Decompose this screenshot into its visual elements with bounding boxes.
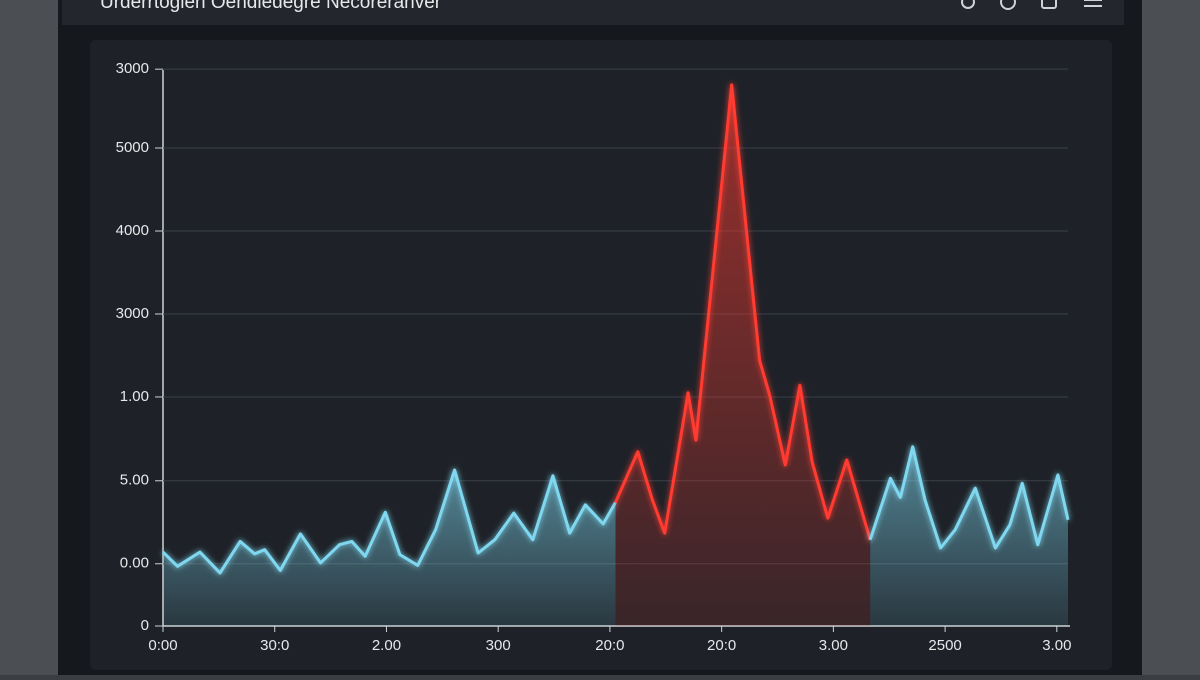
x-tick-label: 30:0 <box>260 637 289 654</box>
line <box>161 468 617 575</box>
x-tick-label: 2500 <box>928 637 961 654</box>
x-tick-label: 20:0 <box>707 637 736 654</box>
x-tick-label: 0:00 <box>148 637 177 654</box>
y-tick-label: 1.00 <box>120 388 149 405</box>
y-tick-label: 0.00 <box>120 555 149 572</box>
x-tick-label: 300 <box>486 637 511 654</box>
x-tick-label: 3.00 <box>1042 637 1071 654</box>
area <box>870 446 1068 626</box>
y-tick-label: 5000 <box>116 139 149 156</box>
y-tick-label: 4000 <box>116 222 149 239</box>
line <box>868 445 1070 550</box>
y-tick-label: 5.00 <box>120 472 149 489</box>
y-tick-label: 3000 <box>116 60 149 77</box>
line <box>614 83 872 541</box>
chart-title: Urderrtoglen Oendledegre Necoreranver <box>100 0 442 13</box>
x-tick-label: 2.00 <box>372 637 401 654</box>
header-icons <box>961 0 1102 10</box>
y-tick-label: 3000 <box>116 305 149 322</box>
header-bar <box>62 0 1124 25</box>
x-tick-label: 3.00 <box>819 637 848 654</box>
area <box>615 84 871 626</box>
y-tick-label: 0 <box>141 617 149 634</box>
x-tick-label: 20:0 <box>595 637 624 654</box>
area <box>163 470 616 626</box>
